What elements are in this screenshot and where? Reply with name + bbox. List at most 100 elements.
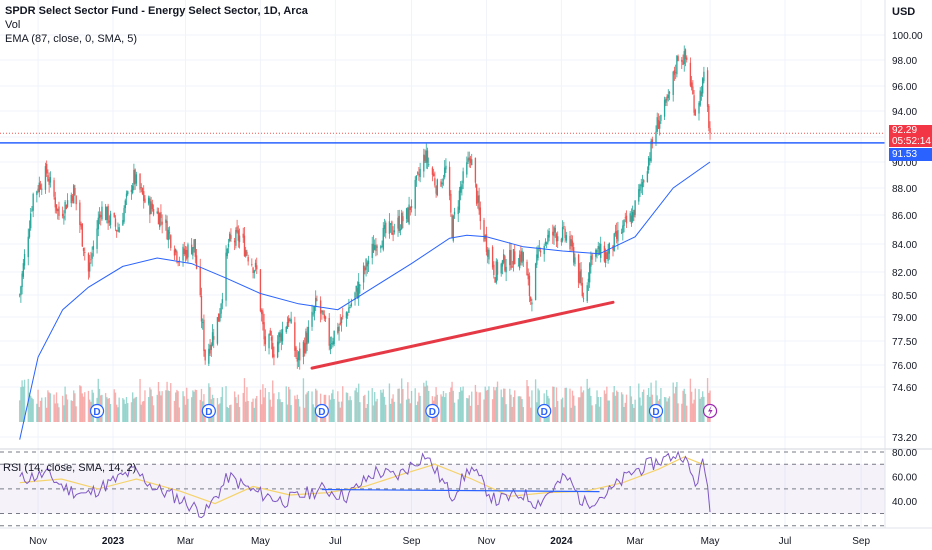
rsi-ma-series — [19, 456, 703, 505]
candle-body — [656, 117, 658, 132]
volume-bar — [46, 407, 48, 422]
volume-bar — [471, 391, 473, 422]
volume-bar — [356, 392, 359, 422]
candle-body — [117, 230, 119, 232]
volume-bar — [536, 402, 538, 422]
volume-bar — [109, 403, 112, 422]
volume-bar — [398, 388, 400, 422]
candle-body — [358, 281, 360, 299]
volume-bar — [408, 398, 410, 422]
time-axis[interactable]: Nov 2023 Mar May Jul Sep Nov 2024 Mar May Jul Sep — [0, 527, 932, 547]
volume-legend[interactable]: Vol — [5, 19, 21, 31]
candle-body — [683, 51, 685, 64]
candle-body — [624, 217, 626, 219]
volume-bar — [217, 404, 220, 422]
candle-body — [106, 206, 108, 220]
volume-bar — [161, 391, 163, 422]
volume-bar — [484, 386, 486, 422]
candle-body — [633, 209, 635, 217]
candle-body — [706, 70, 709, 107]
candle-body — [613, 233, 615, 252]
symbol-title[interactable]: SPDR Select Sector Fund - Energy Select … — [5, 5, 308, 17]
candle-body — [280, 333, 282, 342]
candle-body — [262, 311, 264, 325]
candle-body — [259, 269, 262, 312]
volume-bar — [475, 391, 478, 422]
candle-body — [389, 223, 392, 225]
volume-bar — [646, 394, 649, 422]
volume-bar — [364, 394, 366, 422]
dividend-label: D — [205, 407, 212, 418]
candle-body — [649, 158, 651, 161]
candle-body — [630, 215, 633, 224]
ema-line — [19, 161, 711, 440]
volume-bar — [252, 398, 254, 422]
candle-body — [246, 251, 248, 255]
currency-label[interactable]: USD — [892, 6, 916, 18]
price-tick-label: 96.00 — [892, 82, 917, 93]
candle-body — [245, 250, 247, 257]
volume-bar — [165, 390, 167, 422]
candle-body — [18, 294, 21, 296]
price-tick-label: 100.00 — [892, 31, 923, 42]
candle-body — [405, 208, 408, 219]
candle-body — [96, 228, 98, 249]
volume-bar — [603, 390, 606, 422]
price-axis[interactable]: 100.0098.0096.0094.0092.0090.0088.0086.0… — [884, 0, 923, 528]
candle-body — [586, 285, 588, 301]
volume-bar — [57, 403, 59, 422]
volume-bar — [89, 399, 91, 422]
rsi-legend[interactable]: RSI (14, close, SMA, 14, 2) — [3, 462, 137, 474]
volume-bar — [362, 395, 365, 422]
candle-body — [22, 263, 25, 277]
volume-bar — [382, 389, 384, 422]
candle-body — [41, 188, 43, 190]
candle-body — [553, 227, 555, 237]
candle-body — [247, 257, 249, 262]
volume-bar — [477, 405, 479, 422]
candle-body — [297, 351, 300, 361]
volume-bar — [647, 388, 650, 422]
candle-body — [210, 344, 212, 350]
volume-bars — [18, 378, 711, 422]
ema-legend[interactable]: EMA (87, close, 0, SMA, 5) — [5, 33, 138, 45]
volume-bar — [457, 399, 459, 422]
volume-bar — [354, 390, 356, 422]
volume-bar — [452, 390, 454, 422]
volume-bar — [630, 396, 633, 422]
volume-bar — [629, 386, 631, 422]
candle-body — [689, 62, 692, 86]
volume-bar — [216, 398, 219, 422]
volume-bar — [331, 393, 333, 422]
volume-bar — [350, 400, 353, 422]
candle-body — [166, 220, 168, 240]
candle-body — [607, 250, 609, 261]
candle-body — [288, 318, 290, 324]
volume-bar — [253, 407, 255, 422]
candle-body — [273, 354, 275, 358]
candle-body — [151, 203, 154, 210]
candle-body — [651, 139, 653, 144]
candle-body — [92, 245, 95, 250]
candle-body — [28, 228, 31, 238]
volume-bar — [141, 401, 144, 422]
volume-bar — [392, 394, 394, 422]
volume-bar — [183, 396, 185, 422]
candle-body — [313, 306, 316, 314]
rsi-tick-label: 40.00 — [892, 497, 917, 508]
volume-bar — [208, 383, 210, 422]
volume-bar — [531, 390, 533, 422]
volume-bar — [681, 403, 683, 422]
support-trendline[interactable] — [310, 300, 615, 370]
volume-bar — [195, 389, 198, 422]
rsi-axis[interactable]: 80.00 60.00 40.00 — [892, 448, 917, 508]
dividend-marker — [648, 403, 664, 419]
volume-bar — [192, 390, 194, 422]
candle-body — [79, 202, 81, 225]
candle-body — [440, 181, 442, 187]
candle-body — [66, 200, 69, 207]
candle-body — [561, 227, 564, 241]
candle-body — [528, 275, 531, 297]
